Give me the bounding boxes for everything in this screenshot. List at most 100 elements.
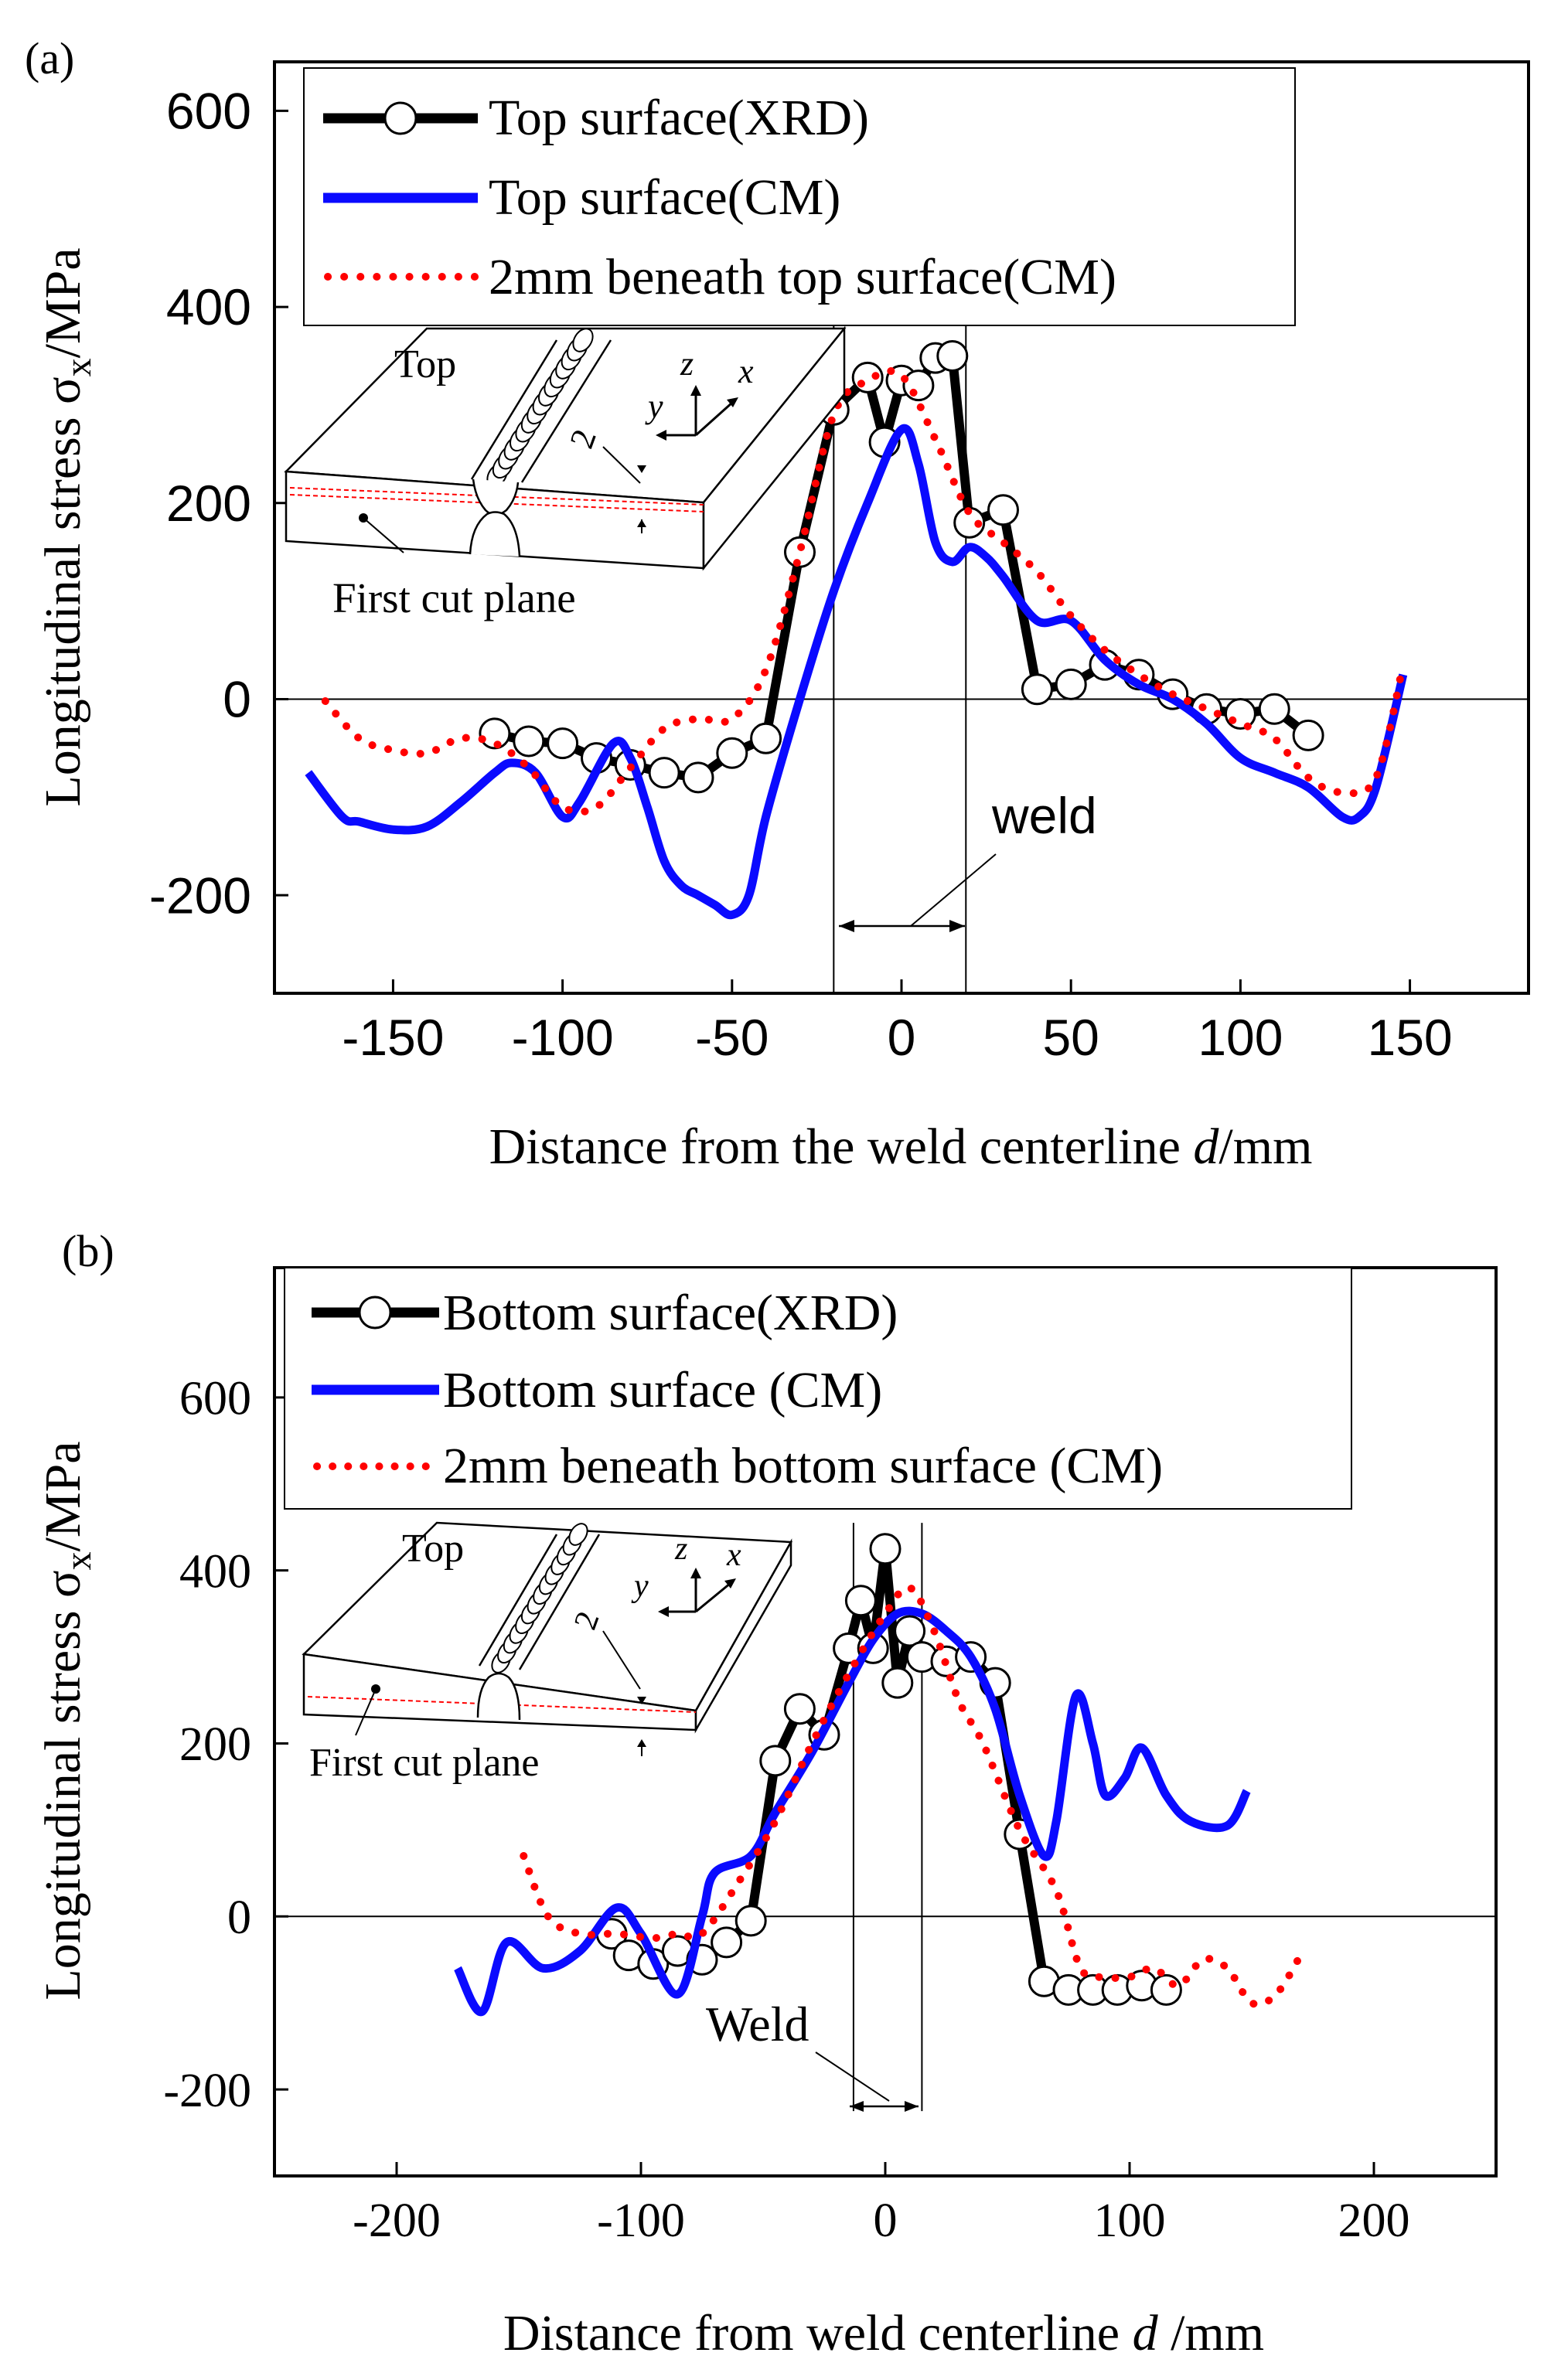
a-legend-item-2mm: 2mm beneath top surface(CM): [324, 249, 1116, 305]
a-inset-depth-arrow-down: [637, 465, 646, 473]
a-inset-weld-profile-bottom: [469, 511, 521, 557]
a-inset-cut-plane-leader: [363, 517, 404, 553]
a-series-3-line: [321, 367, 1407, 816]
b-legend-label-xrd: Bottom surface(XRD): [443, 1285, 898, 1341]
a-legend-item-cm: Top surface(CM): [323, 169, 840, 226]
a-legend-label-xrd: Top surface(XRD): [489, 90, 869, 146]
b-x-tick-labels: -200 -100 0 100 200: [353, 2194, 1409, 2247]
a-ticks: [274, 109, 1412, 993]
a-legend-label-cm: Top surface(CM): [489, 169, 840, 226]
b-x-tick-label: 100: [1094, 2194, 1166, 2247]
panel-label-a: (a): [25, 33, 74, 83]
a-inset-top-label: Top: [394, 342, 456, 386]
b-inset-coordinate-axes: z x y: [631, 1531, 741, 1617]
b-inset-bead-left-edge: [478, 1534, 558, 1667]
a-inset-schematic: z x y Top 2 First cut plane: [284, 325, 847, 621]
b-xrd-point: [881, 1667, 914, 1699]
b-series: [454, 1533, 1305, 2016]
b-x-tick-label: -200: [353, 2194, 441, 2247]
b-inset-schematic: z x y Top 2 First cut plane: [302, 1521, 793, 1785]
panel-label-b: (b): [62, 1226, 114, 1276]
a-y-tick-labels: -200 0 200 400 600: [149, 83, 251, 924]
a-weld-label: weld: [991, 787, 1097, 844]
a-weld-leader: [910, 853, 997, 927]
b-y-tick-label: 400: [179, 1545, 251, 1598]
a-xrd-point: [1292, 719, 1324, 751]
a-arrowhead-left: [839, 920, 854, 932]
a-xrd-point: [648, 757, 680, 789]
b-legend: Bottom surface(XRD) Bottom surface (CM) …: [284, 1267, 1352, 1510]
a-xrd-point: [716, 737, 748, 769]
b-legend-item-cm: Bottom surface (CM): [312, 1362, 882, 1418]
b-weld-leader: [815, 2051, 890, 2102]
a-weld-annotation: weld: [839, 787, 1097, 932]
weld-ripple: [572, 328, 594, 352]
b-xrd-point: [1150, 1973, 1182, 2006]
a-x-tick-label: -100: [512, 1009, 614, 1066]
b-xrd-point: [869, 1533, 901, 1565]
b-x-tick-label: 0: [874, 2194, 898, 2247]
b-x-tick-label: 200: [1338, 2194, 1410, 2247]
a-xrd-point: [750, 722, 782, 754]
a-xrd-point: [682, 761, 714, 794]
b-y-tick-label: -200: [163, 2065, 251, 2117]
a-inset-depth-leader: [602, 446, 641, 484]
weld-ripple: [568, 1523, 588, 1546]
a-inset-axis-y: y: [645, 387, 663, 425]
a-xrd-point: [1021, 673, 1053, 706]
b-inset-axis-z: z: [674, 1531, 687, 1567]
b-inset-cut-plane-leader: [355, 1688, 377, 1736]
a-xrd-point: [1258, 693, 1290, 725]
a-xrd-point: [987, 494, 1019, 526]
a-inset-plate-side: [702, 325, 846, 571]
b-arrowhead-right: [905, 2101, 919, 2112]
a-legend-marker: [383, 101, 418, 135]
b-y-tick-label: 600: [179, 1373, 251, 1425]
a-x-tick-label: 0: [888, 1009, 916, 1066]
b-legend-box: [284, 1267, 1352, 1510]
a-series: [305, 340, 1408, 920]
panel-a: (a) -150 -100 -50 0 50 100 150 -2000200400600 …: [25, 33, 1530, 1175]
b-inset-axis-y: y: [631, 1568, 649, 1604]
b-x-tick-label: -100: [597, 2194, 685, 2247]
a-arrowhead-right: [949, 920, 965, 932]
b-inset-axis-x: x: [726, 1537, 741, 1573]
b-xrd-point: [894, 1615, 926, 1647]
a-weld-lines: [833, 322, 967, 993]
b-arrowhead-left: [850, 2101, 864, 2112]
b-legend-item-xrd: Bottom surface(XRD): [312, 1285, 898, 1341]
a-y-tick-label: 200: [166, 475, 251, 532]
a-y-axis-label: Longitudinal stress σx/MPa: [35, 247, 99, 806]
b-x-axis-label: Distance from weld centerline d /mm: [503, 2305, 1264, 2361]
a-legend-item-xrd: Top surface(XRD): [323, 90, 869, 146]
b-series-2-line: [454, 1606, 1251, 2016]
b-xrd-point: [734, 1905, 767, 1937]
a-xrd-point: [784, 536, 816, 568]
b-inset-bead-right-edge: [518, 1534, 601, 1670]
b-inset-weld-bead: [491, 1523, 588, 1673]
a-xrd-point: [1055, 668, 1087, 700]
a-inset-axis-z: z: [680, 345, 694, 383]
b-inset-plate-side: [694, 1538, 792, 1734]
a-y-tick-label: 600: [166, 83, 251, 140]
b-weld-annotation: Weld: [706, 1997, 919, 2112]
a-legend-label-2mm: 2mm beneath top surface(CM): [489, 249, 1116, 305]
b-series-3-line: [520, 1583, 1305, 2009]
b-legend-label-cm: Bottom surface (CM): [443, 1362, 882, 1418]
a-y-tick-label: 0: [223, 671, 251, 728]
b-y-tick-labels: -200 0 200 400 600: [163, 1373, 251, 2117]
a-xrd-point: [547, 727, 579, 760]
b-inset-depth-arrow-down: [637, 1697, 646, 1704]
b-xrd-point: [783, 1693, 816, 1725]
b-y-tick-label: 0: [227, 1891, 251, 1944]
a-inset-bead-left-edge: [470, 339, 558, 480]
b-xrd-point: [844, 1585, 877, 1617]
a-x-tick-label: -150: [342, 1009, 444, 1066]
a-y-tick-label: 400: [166, 278, 251, 335]
b-inset-top-label: Top: [402, 1527, 464, 1571]
a-x-tick-label: 50: [1042, 1009, 1099, 1066]
a-y-tick-label: -200: [149, 867, 251, 924]
a-x-tick-label: -50: [695, 1009, 769, 1066]
